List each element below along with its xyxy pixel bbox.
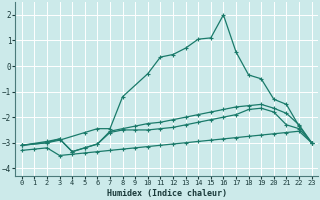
- X-axis label: Humidex (Indice chaleur): Humidex (Indice chaleur): [107, 189, 227, 198]
